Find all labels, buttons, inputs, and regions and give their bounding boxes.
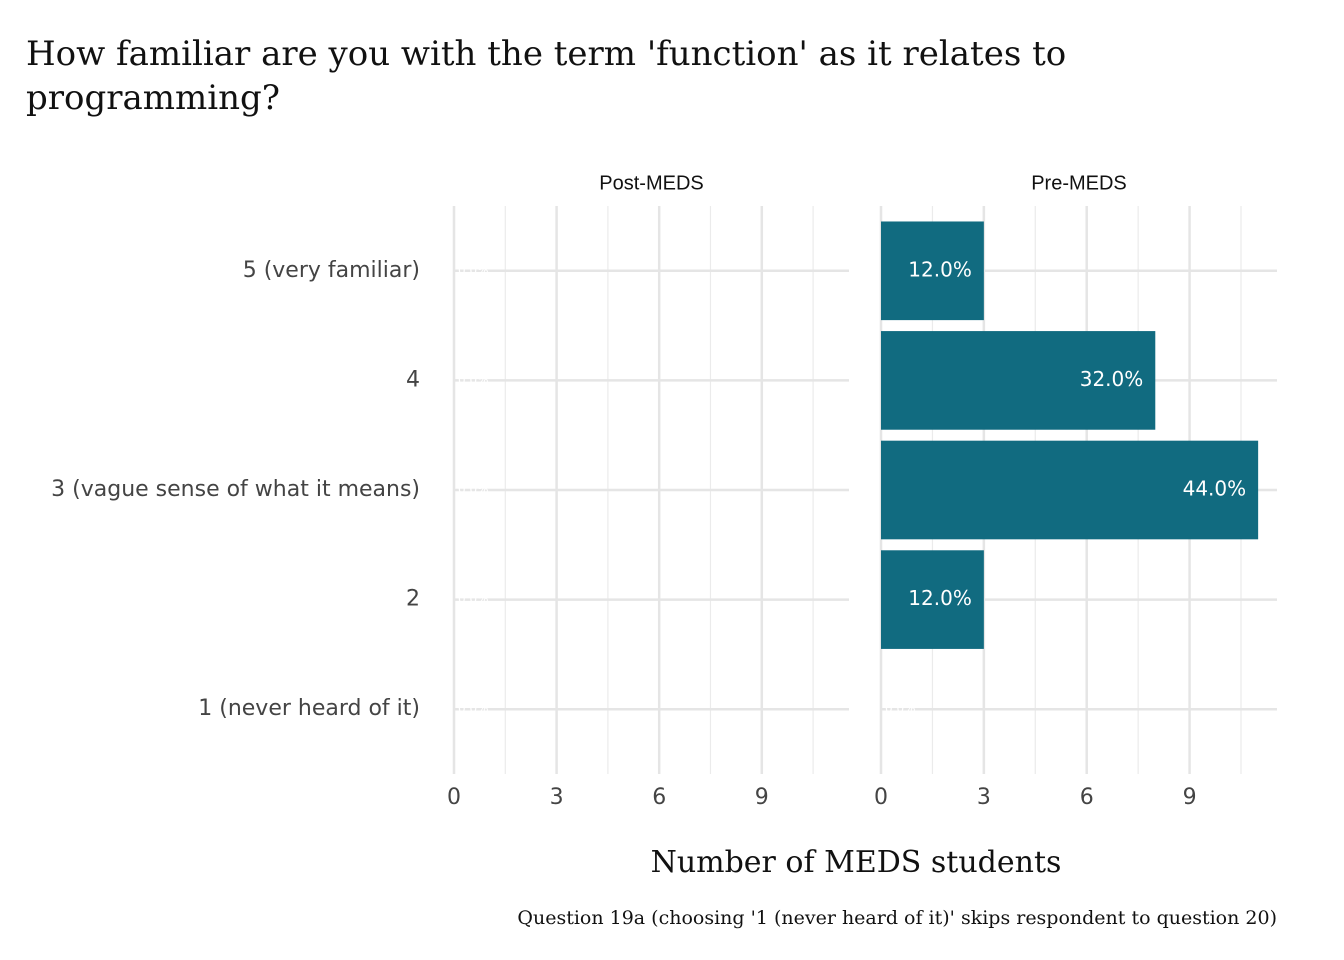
x-tick-label: 6 (652, 785, 666, 810)
x-tick-label: 9 (1183, 785, 1197, 810)
bar (881, 221, 984, 321)
value-label: 12.0% (908, 257, 972, 281)
x-tick-label: 9 (755, 785, 769, 810)
y-tick-label: 3 (vague sense of what it means) (51, 477, 420, 502)
y-tick-label: 4 (406, 367, 420, 392)
value-label: 0.0% (458, 263, 489, 277)
y-tick-label: 1 (never heard of it) (198, 696, 420, 721)
value-label: 0.0% (458, 373, 489, 387)
chart-title: How familiar are you with the term 'func… (26, 34, 1067, 118)
value-label: 0.0% (885, 702, 916, 716)
facet-label: Post-MEDS (599, 172, 703, 194)
y-tick-label: 5 (very familiar) (243, 258, 420, 283)
x-axis-label: Number of MEDS students (651, 845, 1062, 880)
bar (881, 440, 1259, 540)
x-tick-label: 0 (447, 785, 461, 810)
facet-label: Pre-MEDS (1031, 172, 1127, 194)
value-label: 0.0% (458, 702, 489, 716)
bar (881, 331, 1156, 430)
value-label: 0.0% (458, 483, 489, 497)
x-tick-label: 6 (1080, 785, 1094, 810)
y-tick-label: 2 (406, 587, 420, 612)
x-tick-label: 0 (874, 785, 888, 810)
x-tick-label: 3 (977, 785, 991, 810)
caption: Question 19a (choosing '1 (never heard o… (517, 907, 1277, 929)
value-label: 12.0% (908, 586, 972, 610)
value-label: 32.0% (1080, 367, 1144, 391)
bar (881, 550, 984, 649)
value-label: 44.0% (1183, 477, 1247, 501)
value-label: 0.0% (458, 592, 489, 606)
x-tick-label: 3 (550, 785, 564, 810)
